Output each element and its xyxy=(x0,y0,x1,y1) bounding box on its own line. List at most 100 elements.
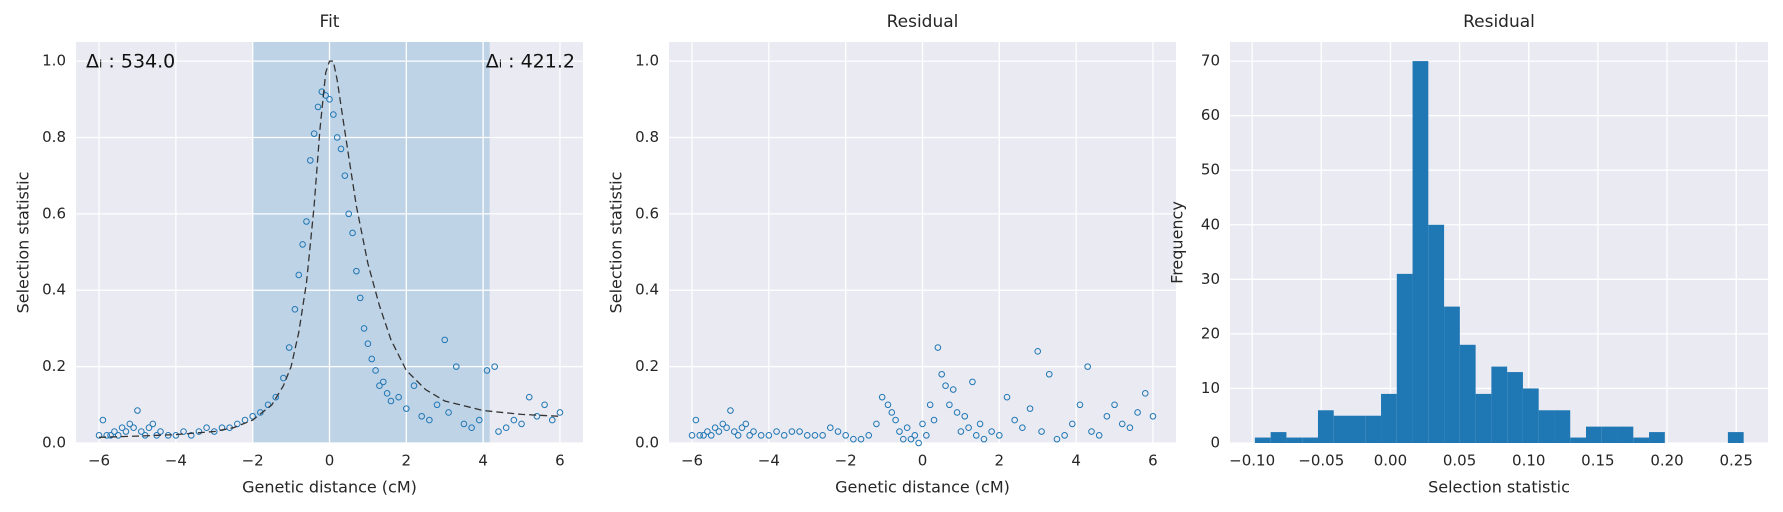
histogram-bar xyxy=(1727,432,1744,443)
y-axis-label: Frequency xyxy=(1168,201,1187,284)
y-tick-label: 0.4 xyxy=(42,281,66,299)
x-tick-label: 0.20 xyxy=(1650,452,1683,470)
data-point xyxy=(383,390,391,397)
data-point xyxy=(723,424,730,432)
histogram-bar xyxy=(1538,410,1555,443)
data-point xyxy=(942,382,949,390)
data-point xyxy=(1126,424,1134,432)
data-point xyxy=(907,435,915,443)
histogram-bar xyxy=(1254,437,1271,443)
data-point xyxy=(360,325,368,332)
data-point xyxy=(1026,405,1034,412)
data-point xyxy=(187,432,195,439)
data-point xyxy=(525,393,533,401)
x-tick-label: 0.05 xyxy=(1443,452,1476,470)
y-tick-label: 0.8 xyxy=(635,128,659,146)
data-point xyxy=(353,267,360,275)
data-point xyxy=(915,439,922,447)
y-axis-label: Selection statistic xyxy=(14,172,33,314)
data-point xyxy=(719,420,727,428)
histogram-bar xyxy=(1333,415,1350,443)
data-point xyxy=(1076,401,1084,409)
data-point xyxy=(1118,420,1126,428)
data-point xyxy=(911,432,919,439)
data-point xyxy=(965,424,972,432)
data-point xyxy=(145,424,153,432)
x-axis-label: Genetic distance (cM) xyxy=(242,478,417,497)
data-point xyxy=(834,428,842,435)
data-point xyxy=(865,432,873,439)
histogram-bar xyxy=(1633,437,1650,443)
data-point xyxy=(734,432,742,439)
y-axis-label: Selection statistic xyxy=(607,172,626,314)
data-point xyxy=(356,294,364,302)
data-point xyxy=(418,412,425,420)
data-point xyxy=(976,420,984,428)
data-point xyxy=(372,367,379,374)
y-tick-label: 0.6 xyxy=(42,204,66,222)
data-point xyxy=(1095,432,1103,439)
histogram-bar xyxy=(1365,415,1382,443)
data-point xyxy=(1003,393,1011,401)
histogram-bar xyxy=(1459,344,1476,443)
data-point xyxy=(888,409,896,416)
data-point xyxy=(502,424,510,432)
x-tick-label: 0.15 xyxy=(1581,452,1614,470)
data-point xyxy=(368,355,376,363)
histogram-bar xyxy=(1381,393,1397,443)
x-axis-label: Genetic distance (cM) xyxy=(835,478,1010,497)
y-tick-label: 30 xyxy=(1201,270,1220,288)
data-point xyxy=(919,420,926,428)
x-tick-label: 6 xyxy=(555,452,565,470)
data-point xyxy=(330,111,337,118)
panel-title: Residual xyxy=(1463,12,1535,32)
fit-curve xyxy=(98,60,561,438)
data-point xyxy=(873,420,880,428)
y-tick-label: 60 xyxy=(1201,106,1220,124)
histogram-bar xyxy=(1286,437,1303,443)
histogram-bar xyxy=(1491,366,1508,443)
data-point xyxy=(433,401,441,409)
data-point xyxy=(796,428,803,435)
annotation: Δᵢ : 534.0 xyxy=(86,51,175,73)
panel: Fit Genetic distance (cM) Selection statis… xyxy=(14,12,583,497)
y-tick-label: 0.6 xyxy=(635,204,659,222)
data-point xyxy=(811,432,819,439)
data-point xyxy=(765,432,773,439)
data-point xyxy=(730,428,738,435)
data-point xyxy=(696,432,704,439)
data-point xyxy=(896,428,903,435)
data-point xyxy=(1019,424,1026,432)
data-point xyxy=(333,134,341,141)
data-point xyxy=(326,95,333,103)
histogram-bar xyxy=(1412,61,1429,443)
data-point xyxy=(445,409,452,416)
histogram-bar xyxy=(1396,273,1413,443)
x-tick-label: 4 xyxy=(478,452,488,470)
data-point xyxy=(95,432,103,439)
histogram-bar xyxy=(1522,388,1539,443)
data-point xyxy=(410,382,418,390)
data-point xyxy=(126,420,134,428)
x-tick-label: 0.25 xyxy=(1719,452,1752,470)
data-point xyxy=(884,401,892,409)
data-point xyxy=(295,271,303,279)
data-point xyxy=(1061,432,1068,439)
data-point xyxy=(345,210,353,218)
histogram-bar xyxy=(1649,432,1665,443)
data-point xyxy=(930,416,938,424)
data-point xyxy=(980,435,988,443)
x-tick-label: 2 xyxy=(402,452,412,470)
data-point xyxy=(285,344,293,351)
data-point xyxy=(957,428,965,435)
data-point xyxy=(780,432,788,439)
data-point xyxy=(518,420,525,428)
x-axis-label: Selection statistic xyxy=(1428,478,1570,497)
data-point xyxy=(946,401,953,409)
x-tick-label: 0.10 xyxy=(1512,452,1545,470)
histogram-bar xyxy=(1554,410,1571,443)
data-point xyxy=(452,363,460,370)
data-point xyxy=(1034,348,1042,355)
data-point xyxy=(788,428,796,435)
